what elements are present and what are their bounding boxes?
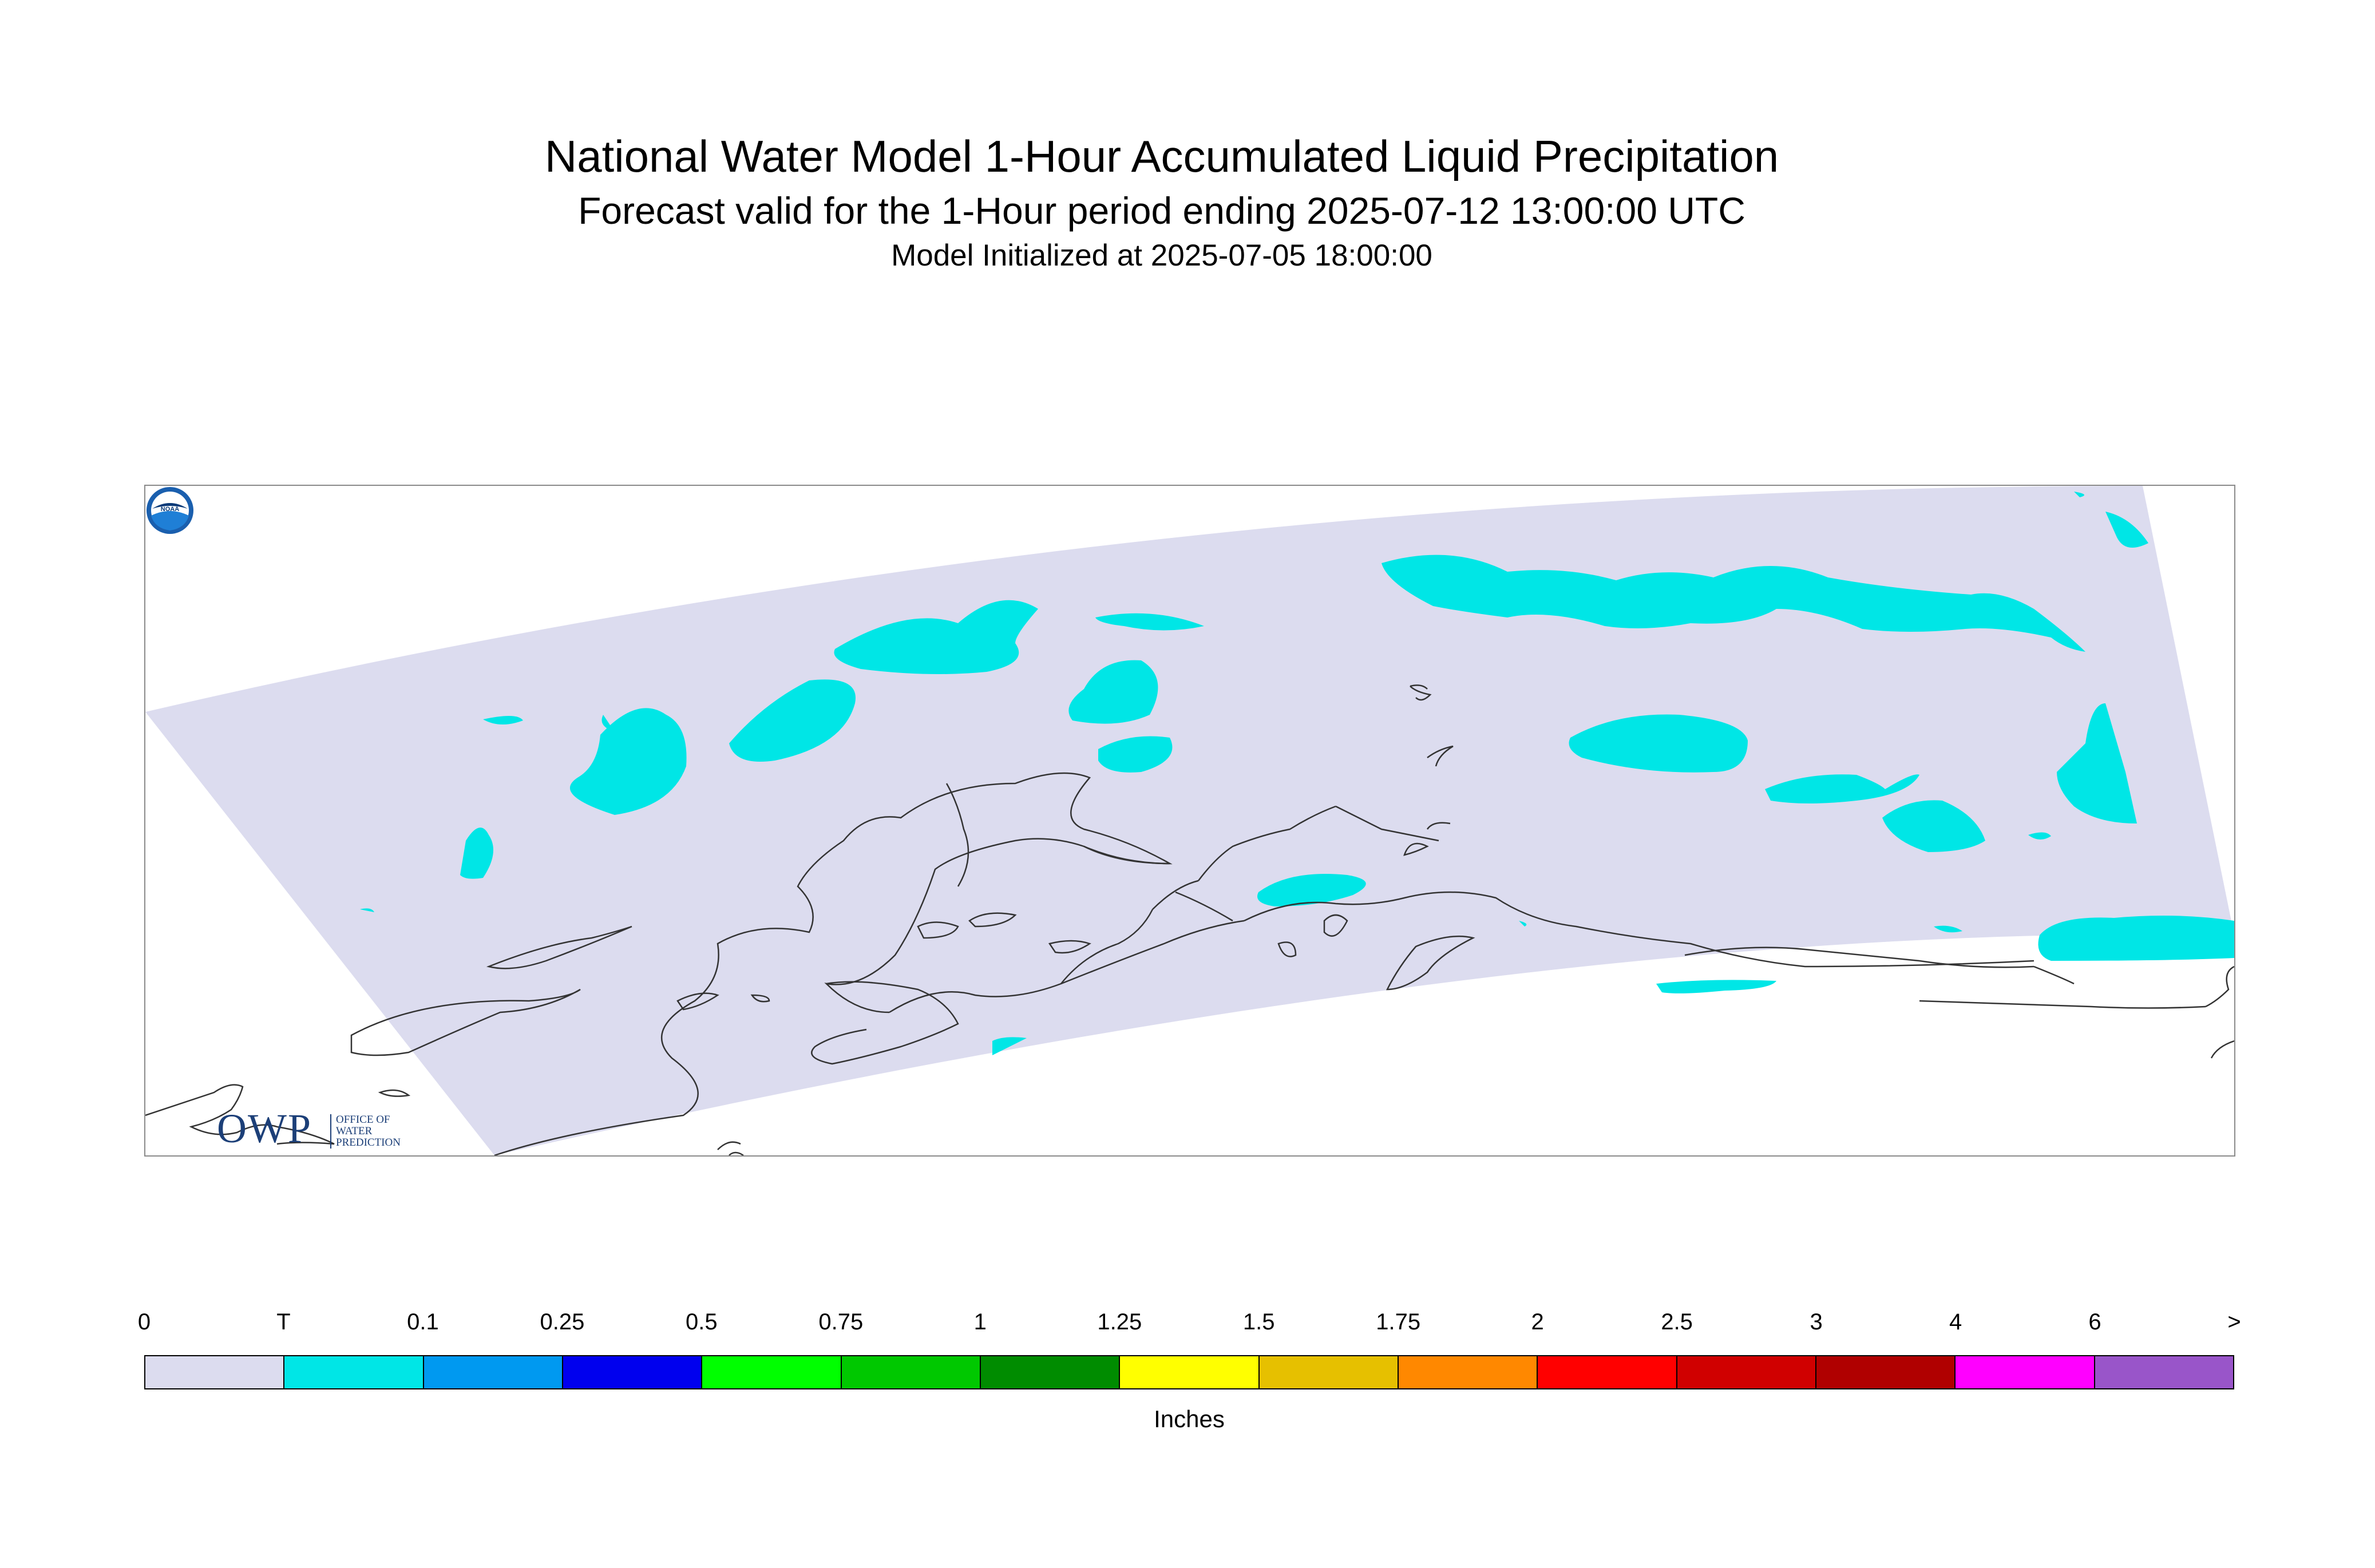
legend-units: Inches bbox=[1154, 1405, 1225, 1432]
precip-areas bbox=[360, 492, 2234, 1055]
map-subtitle: Forecast valid for the 1-Hour period end… bbox=[578, 189, 1745, 232]
legend-swatch bbox=[284, 1356, 424, 1388]
legend-swatch bbox=[423, 1356, 563, 1388]
legend-swatch bbox=[1398, 1356, 1538, 1388]
legend-tick-label: 0.1 bbox=[407, 1309, 439, 1335]
legend-tick-label: 2.5 bbox=[1661, 1309, 1693, 1335]
map-canvas bbox=[145, 486, 2234, 1155]
coastlines bbox=[145, 684, 2234, 1155]
legend-swatch bbox=[145, 1356, 285, 1388]
legend-tick-label: > bbox=[2227, 1309, 2241, 1335]
legend-swatch bbox=[980, 1356, 1121, 1388]
legend-tick-label: 0 bbox=[137, 1309, 151, 1335]
owp-logo-mark: OWP bbox=[217, 1106, 312, 1151]
legend-tick-label: 0.75 bbox=[818, 1309, 864, 1335]
legend-swatch bbox=[563, 1356, 703, 1388]
legend-swatch bbox=[841, 1356, 981, 1388]
svg-text:NOAA: NOAA bbox=[161, 506, 179, 513]
legend-tick-label: 4 bbox=[1949, 1309, 1962, 1335]
noaa-logo: NOAA bbox=[147, 487, 193, 534]
legend-tick-label: 6 bbox=[2088, 1309, 2101, 1335]
legend-tick-label: 3 bbox=[1810, 1309, 1823, 1335]
owp-logo-text: OFFICE OF WATER PREDICTION bbox=[330, 1114, 401, 1149]
legend-swatch bbox=[1677, 1356, 1816, 1388]
model-domain bbox=[145, 486, 2234, 1155]
precipitation-map: OWP OFFICE OF WATER PREDICTION NOAA bbox=[144, 485, 2235, 1157]
legend-swatch bbox=[1956, 1356, 2095, 1388]
legend-tick-label: 1.75 bbox=[1376, 1309, 1421, 1335]
legend-swatch bbox=[2095, 1356, 2233, 1388]
legend-colorbar bbox=[144, 1355, 2234, 1389]
legend-swatch bbox=[1816, 1356, 1956, 1388]
legend-tick-label: 2 bbox=[1531, 1309, 1544, 1335]
legend-tick-label: 1.5 bbox=[1242, 1309, 1275, 1335]
init-time: Model Initialized at 2025-07-05 18:00:00 bbox=[891, 239, 1432, 272]
legend-swatch bbox=[1120, 1356, 1260, 1388]
legend-tick-label: T bbox=[276, 1309, 291, 1335]
legend-swatch bbox=[1538, 1356, 1677, 1388]
legend-tick-label: 1 bbox=[973, 1309, 987, 1335]
map-title: National Water Model 1-Hour Accumulated … bbox=[544, 131, 1779, 181]
legend-swatch bbox=[702, 1356, 842, 1388]
legend-tick-label: 0.25 bbox=[540, 1309, 585, 1335]
legend-tick-label: 0.5 bbox=[686, 1309, 718, 1335]
legend-tick-label: 1.25 bbox=[1097, 1309, 1142, 1335]
legend-swatch bbox=[1259, 1356, 1399, 1388]
